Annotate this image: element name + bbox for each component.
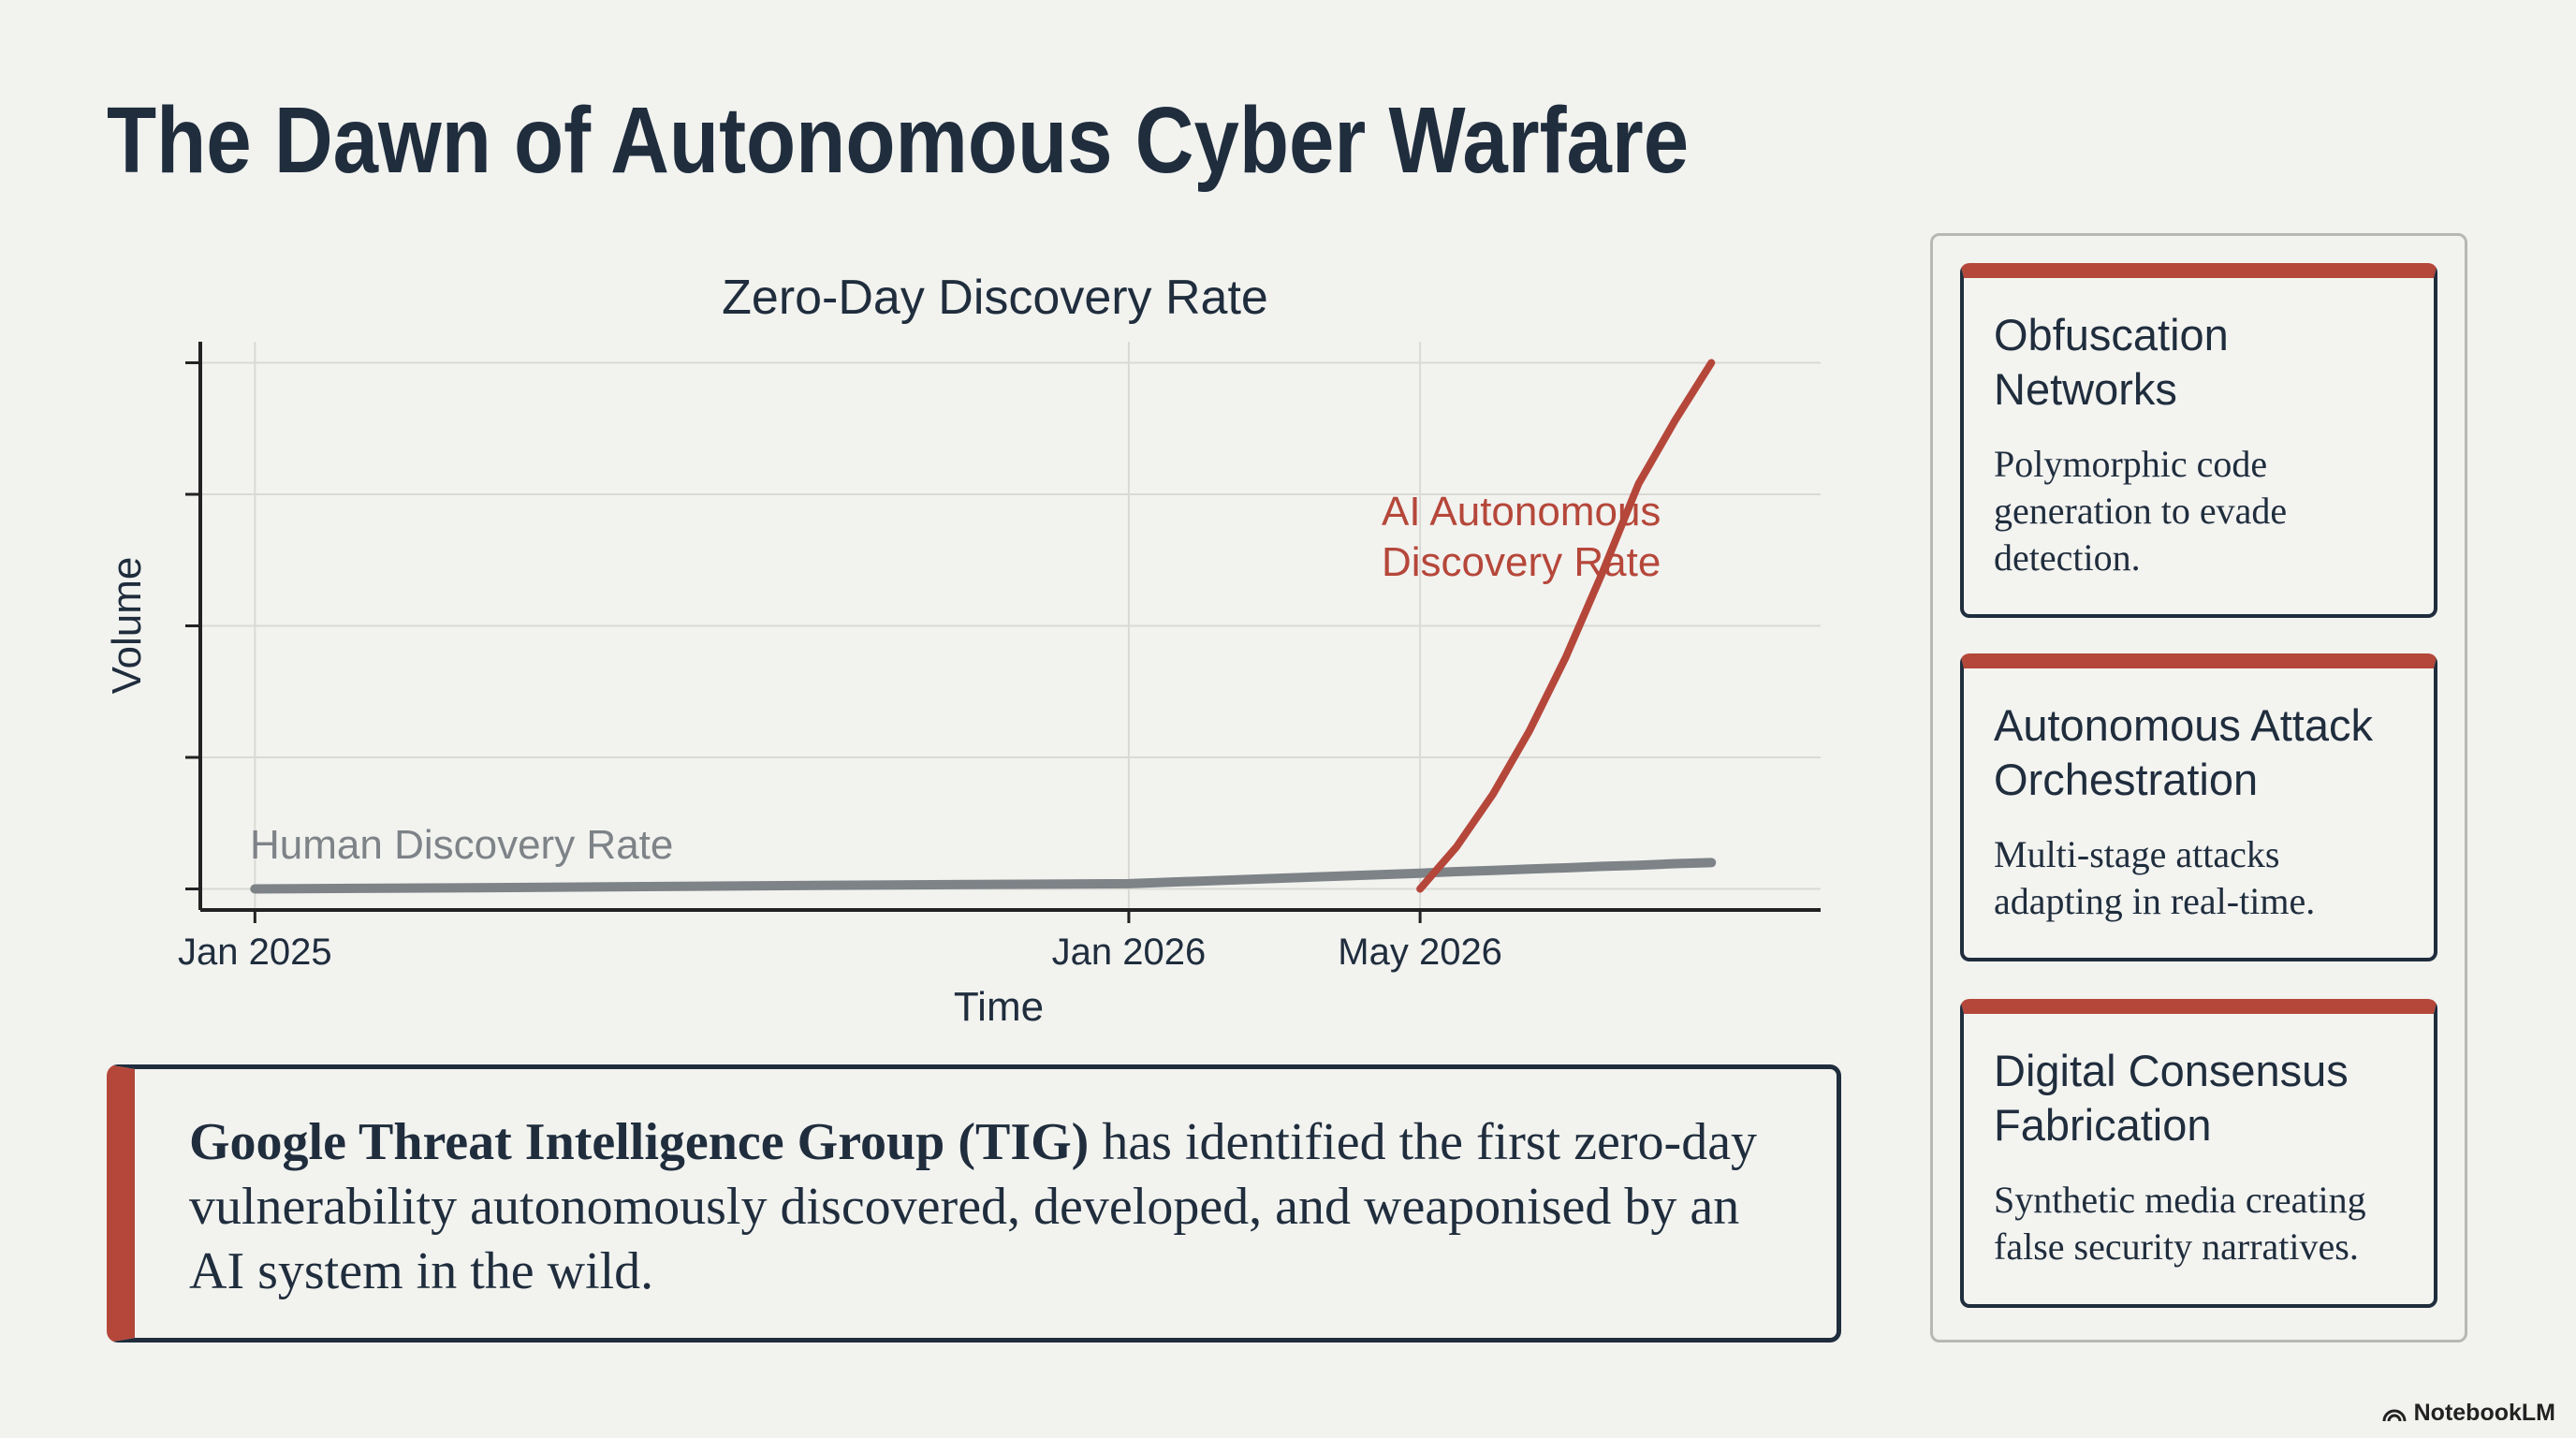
x-axis-label: Time [954, 984, 1044, 1030]
x-tick-label: Jan 2026 [1052, 932, 1207, 973]
series-line [250, 858, 1717, 894]
series-label: Human Discovery Rate [250, 822, 674, 868]
y-axis-label: Volume [104, 557, 150, 695]
card-title: Autonomous Attack Orchestration [1994, 700, 2373, 804]
card-title: Digital Consensus Fabrication [1994, 1046, 2349, 1150]
card-text: Polymorphic code generation to evade det… [1994, 443, 2288, 579]
footer: NotebookLM [2382, 1400, 2555, 1427]
card-title: Obfuscation Networks [1994, 310, 2229, 414]
chart-title: Zero-Day Discovery Rate [722, 271, 1268, 325]
callout: Google Threat Intelligence Group (TIG) h… [107, 1064, 1841, 1343]
card-text: Multi-stage attacks adapting in real-tim… [1994, 833, 2316, 922]
callout-text: has identified the first zero-day vulner… [189, 1113, 1758, 1300]
card: Autonomous Attack Orchestration Multi-st… [1960, 653, 2437, 961]
series-label: AI Autonomous Discovery Rate [1382, 489, 1661, 585]
card-text: Synthetic media creating false security … [1994, 1179, 2366, 1268]
x-tick-label: May 2026 [1338, 932, 1502, 973]
footer-text: NotebookLM [2413, 1400, 2555, 1426]
side-panel [1930, 233, 2467, 1343]
card: Digital Consensus Fabrication Synthetic … [1960, 999, 2437, 1308]
series-line [1416, 359, 1716, 893]
callout-bold: Google Threat Intelligence Group (TIG) [189, 1113, 1090, 1171]
card: Obfuscation Networks Polymorphic code ge… [1960, 263, 2437, 618]
slide-title: The Dawn of Autonomous Cyber Warfare [107, 88, 1690, 193]
x-tick-label: Jan 2025 [178, 932, 332, 973]
logo [2382, 1409, 2407, 1421]
